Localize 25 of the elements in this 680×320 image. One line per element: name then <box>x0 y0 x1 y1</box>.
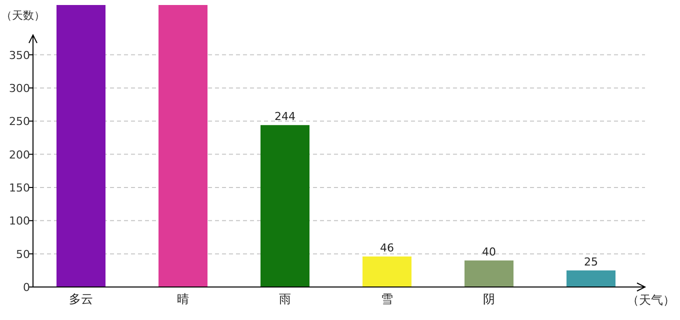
y-tick-label: 200 <box>9 148 30 162</box>
bar <box>158 5 208 287</box>
data-label: 244 <box>274 110 296 124</box>
x-tick-label: 晴 <box>177 292 189 306</box>
bar <box>260 125 310 287</box>
y-tick-label: 250 <box>9 115 30 128</box>
x-tick-label: 雪 <box>381 292 393 306</box>
x-tick-label: 阴 <box>483 292 495 306</box>
bar <box>566 270 616 287</box>
data-label: 46 <box>380 241 394 254</box>
x-axis-title: （天气） <box>627 293 675 307</box>
x-tick-label: 雨 <box>279 292 291 306</box>
bar <box>362 256 412 287</box>
data-label: 25 <box>584 255 598 268</box>
y-tick-label: 100 <box>9 214 30 228</box>
data-label: 40 <box>482 245 496 258</box>
y-tick-label: 50 <box>16 248 30 261</box>
x-tick-label: 多云 <box>69 292 93 306</box>
y-tick-label: 150 <box>9 181 30 194</box>
bar <box>464 260 514 287</box>
y-tick-label: 300 <box>9 82 30 95</box>
y-axis-title: （天数） <box>1 9 45 22</box>
y-tick-label: 0 <box>23 281 30 294</box>
y-tick-label: 350 <box>9 48 30 62</box>
bar <box>56 5 106 287</box>
